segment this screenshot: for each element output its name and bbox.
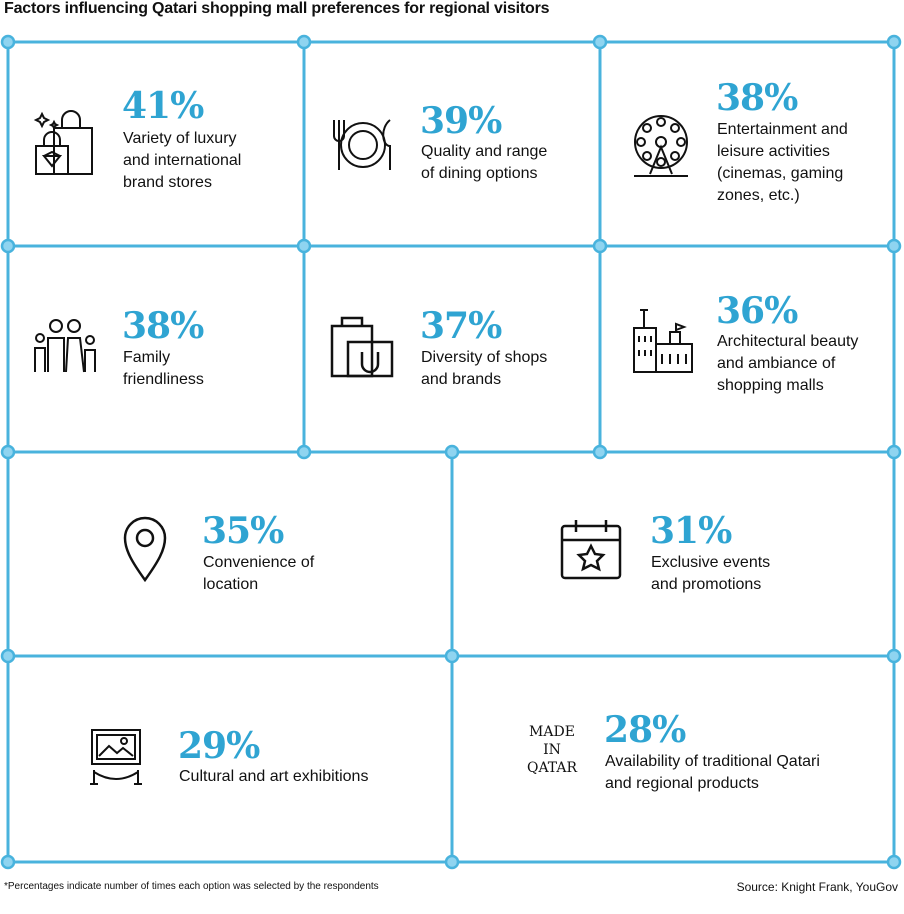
source-credit: Source: Knight Frank, YouGov [736, 880, 898, 894]
label-cultural: Cultural and art exhibitions [179, 768, 369, 785]
grid-node [886, 648, 902, 664]
pct-architecture: 36% [716, 290, 798, 332]
grid-node [444, 854, 460, 870]
pct-dining: 39% [420, 100, 502, 142]
grid-node [0, 854, 16, 870]
label-dining: Quality and range of dining options [421, 143, 548, 182]
grid-node [296, 444, 312, 460]
label-family: Family friendliness [123, 349, 204, 388]
grid-node [0, 238, 16, 254]
grid-node [886, 34, 902, 50]
ferris-wheel-icon [634, 115, 688, 177]
grid-node [886, 854, 902, 870]
pct-family: 38% [122, 305, 204, 347]
made-in-qatar-icon: MADE IN QATAR [526, 724, 578, 776]
label-diversity: Diversity of shops and brands [421, 349, 548, 388]
plate-fork-knife-icon [333, 119, 391, 170]
grid-node [592, 444, 608, 460]
pct-diversity: 37% [420, 305, 502, 347]
grid-node [0, 444, 16, 460]
grid-node [444, 648, 460, 664]
grid-node [0, 648, 16, 664]
grid-node [592, 238, 608, 254]
calendar-star-icon [560, 520, 622, 580]
family-icon [34, 319, 96, 373]
pct-entertainment: 38% [716, 77, 798, 119]
label-location: Convenience of location [203, 554, 315, 593]
label-entertainment: Entertainment and leisure activities (ci… [717, 121, 848, 204]
art-exhibit-icon [90, 729, 142, 785]
pct-cultural: 29% [178, 725, 260, 767]
location-pin-icon [123, 516, 167, 583]
label-events: Exclusive events and promotions [651, 554, 771, 593]
grid-node [296, 34, 312, 50]
grid-node [296, 238, 312, 254]
footnote: *Percentages indicate number of times ea… [4, 881, 379, 892]
pct-luxury-brands: 41% [122, 85, 204, 127]
label-traditional: Availability of traditional Qatari and r… [605, 753, 820, 792]
grid-node [0, 34, 16, 50]
grid-node [444, 444, 460, 460]
architecture-icon [633, 309, 693, 373]
luxury-shopping-bags-icon [33, 110, 93, 175]
pct-events: 31% [650, 510, 732, 552]
chart-title: Factors influencing Qatari shopping mall… [4, 0, 550, 17]
shopping-bags-icon [330, 316, 394, 378]
label-architecture: Architectural beauty and ambiance of sho… [717, 333, 859, 394]
grid-node [886, 238, 902, 254]
pct-traditional: 28% [604, 709, 686, 751]
pct-location: 35% [202, 510, 284, 552]
grid-node [886, 444, 902, 460]
label-luxury-brands: Variety of luxury and international bran… [123, 130, 242, 191]
grid-node [592, 34, 608, 50]
